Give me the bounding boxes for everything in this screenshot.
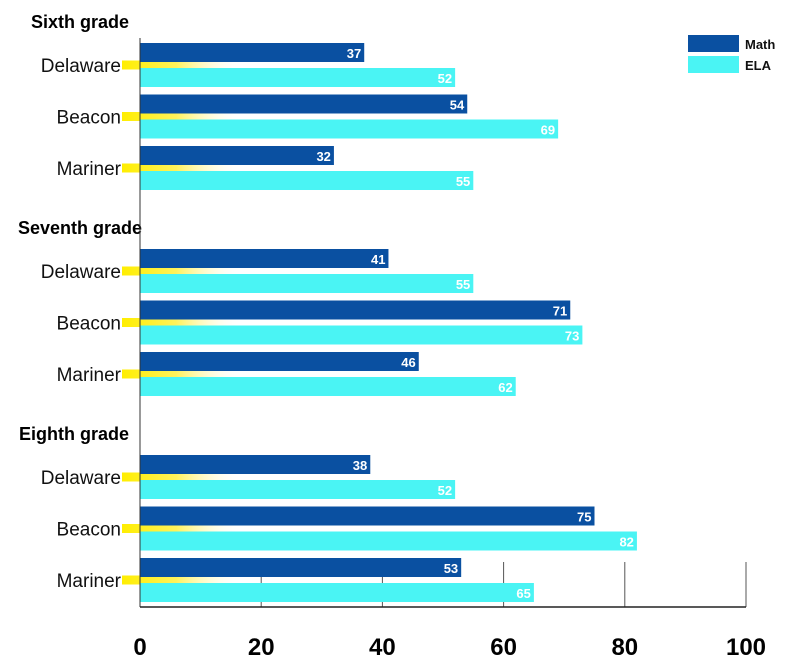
- school-label: Mariner: [57, 365, 122, 386]
- x-tick-label: 60: [490, 634, 517, 661]
- value-label: 69: [541, 123, 555, 138]
- ela-bar: [140, 377, 516, 396]
- ela-bar: [140, 68, 456, 87]
- label-connector: [122, 575, 242, 585]
- group-title: Eighth grade: [19, 424, 129, 444]
- school-label: Delaware: [41, 56, 121, 77]
- value-label: 37: [347, 46, 361, 61]
- value-label: 53: [444, 561, 458, 576]
- math-bar: [140, 455, 371, 474]
- math-bar: [140, 506, 595, 526]
- label-connector: [122, 163, 242, 173]
- school-label: Mariner: [57, 159, 122, 180]
- category-labels: Sixth grade Delaware 37 52 Beacon 54 69 Mariner…: [18, 12, 634, 601]
- label-connector: [122, 369, 242, 379]
- ela-bar: [140, 119, 559, 139]
- value-label: 55: [456, 277, 470, 292]
- value-label: 52: [438, 483, 452, 498]
- value-label: 73: [565, 329, 579, 344]
- value-label: 75: [577, 510, 591, 525]
- label-connector: [122, 524, 242, 533]
- x-tick-label: 40: [369, 634, 396, 661]
- label-connector: [122, 112, 242, 121]
- value-label: 82: [619, 535, 633, 550]
- ela-bar: [140, 583, 534, 602]
- math-bar: [140, 94, 468, 114]
- ela-bar: [140, 171, 474, 190]
- school-label: Beacon: [57, 108, 121, 129]
- math-bar: [140, 300, 571, 320]
- school-label: Delaware: [41, 468, 121, 489]
- legend-label: Math: [745, 37, 775, 52]
- legend-swatch-math: [688, 35, 739, 52]
- group-title: Sixth grade: [31, 12, 129, 32]
- x-axis: 0 20 40 60 80 100: [133, 38, 766, 661]
- value-label: 65: [516, 586, 530, 601]
- value-label: 52: [438, 71, 452, 86]
- ela-bar: [140, 325, 583, 345]
- legend-swatch-ela: [688, 56, 739, 73]
- label-connectors: [122, 60, 242, 585]
- school-label: Beacon: [57, 314, 121, 335]
- ela-bar: [140, 274, 474, 293]
- x-tick-label: 80: [611, 634, 638, 661]
- school-label: Mariner: [57, 571, 122, 592]
- x-tick-label: 0: [133, 634, 146, 661]
- math-bar: [140, 558, 462, 577]
- school-label: Delaware: [41, 262, 121, 283]
- math-bar: [140, 249, 389, 268]
- value-label: 38: [353, 458, 367, 473]
- value-label: 55: [456, 174, 470, 189]
- group-title: Seventh grade: [18, 218, 142, 238]
- label-connector: [122, 472, 242, 482]
- school-label: Beacon: [57, 520, 121, 541]
- legend-label: ELA: [745, 58, 772, 73]
- math-bar: [140, 43, 365, 62]
- bars: [140, 43, 637, 602]
- math-bar: [140, 352, 419, 371]
- value-label: 54: [450, 98, 465, 113]
- value-label: 32: [316, 149, 330, 164]
- x-tick-label: 20: [248, 634, 275, 661]
- ela-bar: [140, 480, 456, 499]
- label-connector: [122, 266, 242, 276]
- label-connector: [122, 318, 242, 327]
- ela-bar: [140, 531, 637, 551]
- x-tick-label: 100: [726, 634, 766, 661]
- math-bar: [140, 146, 334, 165]
- label-connector: [122, 60, 242, 70]
- legend: Math ELA: [688, 35, 775, 73]
- value-label: 62: [498, 380, 512, 395]
- value-label: 46: [401, 355, 415, 370]
- value-label: 41: [371, 252, 385, 267]
- value-label: 71: [553, 304, 567, 319]
